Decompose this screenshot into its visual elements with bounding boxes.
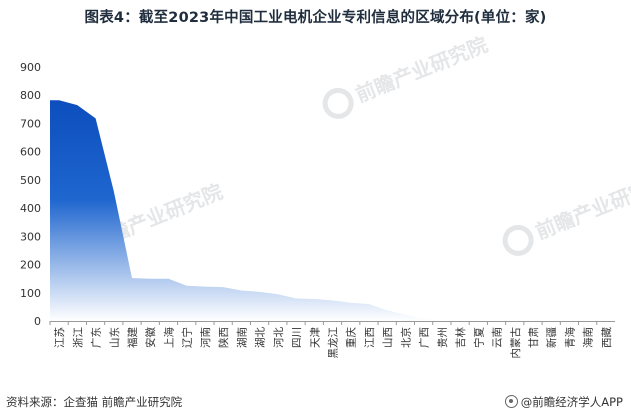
y-tick-label: 800 [20,89,41,102]
x-tick-label: 海南 [582,327,595,348]
x-tick-label: 河北 [273,327,285,348]
watermark-logo-icon [322,87,354,119]
y-tick-label: 100 [20,287,41,300]
x-tick-label: 宁夏 [472,327,485,348]
x-tick-label: 浙江 [72,327,84,348]
x-tick-label: 上海 [163,327,176,348]
y-tick-label: 200 [20,259,41,272]
x-axis: 江苏 浙江 广东 山东 福建 安徽 上海 辽宁 河南 陕西 湖南 湖北 河北 四川 天津 黑龙江 重庆 江西 山西北… [49,321,613,359]
x-tick-label: 湖南 [235,327,248,348]
watermark: 前瞻产业研究院 [502,169,631,256]
watermark-layer: 前瞻产业研究院 前瞻产业研究院 前瞻产业研究院 [57,32,631,266]
y-tick-label: 500 [20,174,41,187]
x-tick-label: 新疆 [545,327,558,348]
source-note: 资料来源：企查猫 前瞻产业研究院 [6,395,183,409]
y-tick-label: 400 [20,202,41,215]
x-tick-label: 四川 [291,327,303,348]
x-tick-label: 云南 [491,327,504,348]
x-tick-label: 福建 [126,327,139,348]
watermark-logo-icon [502,224,534,256]
series-area [50,100,615,321]
x-tick-label: 西藏 [601,327,613,348]
brand-text: @前瞻经济学人APP [520,395,623,409]
x-tick-label: 山西 [382,327,394,348]
x-tick-label: 陕西 [217,327,230,348]
x-tick-label: 江西 [364,327,376,348]
x-tick-label: 重庆 [345,327,358,348]
x-tick-label: 贵州 [436,327,449,348]
x-tick-label: 甘肃 [527,327,540,348]
y-tick-label: 900 [20,61,41,74]
x-tick-label: 内蒙古 [509,327,522,359]
chart-title: 图表4：截至2023年中国工业电机企业专利信息的区域分布(单位：家) [84,10,547,26]
y-axis: 0 100 200 300 400 500 600 700 800 900 [20,61,41,328]
x-tick-label: 北京 [399,327,412,348]
x-tick-label: 青海 [563,327,576,348]
y-tick-label: 600 [20,146,41,159]
x-tick-label: 广西 [419,327,431,348]
y-tick-label: 300 [20,230,41,243]
x-tick-label: 河南 [199,327,212,348]
y-tick-label: 0 [34,315,41,328]
x-tick-label: 湖北 [255,327,267,348]
watermark-text: 前瞻产业研究院 [352,32,491,107]
watermark: 前瞻产业研究院 [322,32,491,119]
x-tick-label: 天津 [309,327,321,348]
x-tick-label: 江苏 [53,327,66,348]
x-tick-label: 辽宁 [181,327,194,348]
y-tick-label: 700 [20,117,41,130]
x-tick-label: 安徽 [144,327,157,348]
x-tick-label: 广东 [90,327,103,348]
brand-credit: @前瞻经济学人APP [504,394,623,410]
x-tick-label: 吉林 [454,327,467,348]
watermark-text: 前瞻产业研究院 [532,169,631,244]
x-tick-label: 山东 [108,327,121,348]
x-tick-label: 黑龙江 [327,327,340,359]
footer: 资料来源：企查猫 前瞻产业研究院 @前瞻经济学人APP [0,391,631,419]
brand-logo-icon [504,395,518,408]
